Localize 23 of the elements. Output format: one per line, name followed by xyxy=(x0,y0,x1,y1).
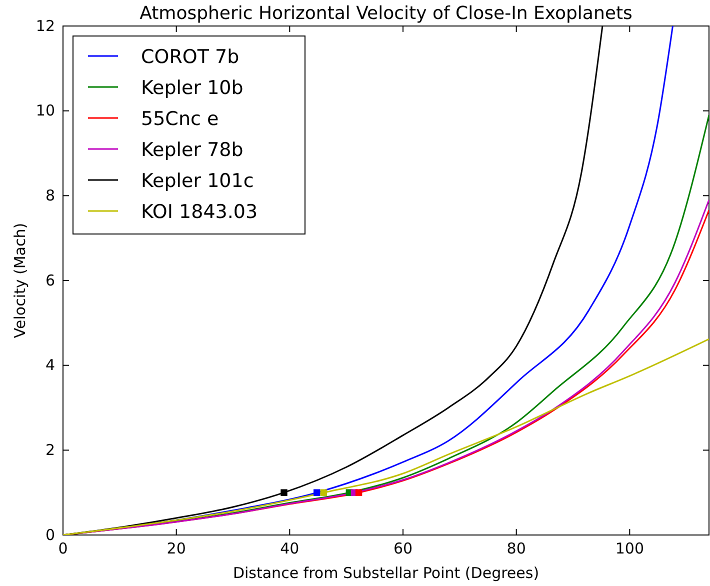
legend-label: Kepler 101c xyxy=(141,170,254,192)
y-axis-title: Velocity (Mach) xyxy=(11,222,29,338)
y-tick-label: 6 xyxy=(45,271,55,290)
chart-title: Atmospheric Horizontal Velocity of Close-In Exoplanets xyxy=(140,3,632,24)
x-tick-label: 20 xyxy=(166,540,186,558)
x-axis-title: Distance from Substellar Point (Degrees) xyxy=(232,564,540,582)
x-tick-label: 80 xyxy=(506,540,526,558)
legend-label: Kepler 78b xyxy=(141,139,244,161)
legend-label: KOI 1843.03 xyxy=(141,201,258,223)
y-tick-label: 2 xyxy=(45,440,55,459)
x-tick-label: 60 xyxy=(393,540,413,558)
y-tick-label: 10 xyxy=(36,102,55,120)
x-tick-label: 40 xyxy=(280,540,300,558)
x-tick-label: 0 xyxy=(58,540,68,558)
legend-label: COROT 7b xyxy=(141,46,240,68)
legend-label: 55Cnc e xyxy=(141,108,219,130)
y-tick-label: 8 xyxy=(45,186,55,204)
y-tick-label: 4 xyxy=(45,356,55,374)
y-tick-label: 12 xyxy=(36,16,55,35)
x-tick-label: 100 xyxy=(615,540,644,558)
line-series xyxy=(63,338,709,535)
legend-label: Kepler 10b xyxy=(141,77,244,99)
y-tick-label: 0 xyxy=(45,526,55,544)
